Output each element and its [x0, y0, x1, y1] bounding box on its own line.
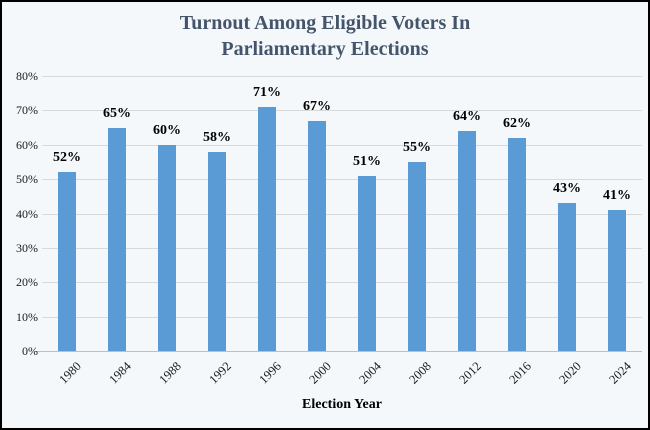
x-tick-label: 2000: [306, 359, 334, 387]
bar-2008: [408, 161, 426, 351]
bar-2012: [458, 131, 476, 351]
x-tick-label: 1996: [256, 359, 284, 387]
bar-1988: [158, 144, 176, 351]
gridline: [42, 110, 642, 112]
data-label: 64%: [453, 109, 481, 124]
y-tick-label: 40%: [16, 206, 38, 221]
data-label: 67%: [303, 98, 331, 114]
x-tick-label: 2016: [506, 359, 534, 387]
x-axis-title: Election Year: [302, 397, 382, 412]
x-tick-label: 1992: [206, 359, 234, 387]
data-label: 60%: [153, 122, 181, 138]
y-tick-label: 50%: [16, 172, 38, 187]
data-label: 71%: [253, 84, 281, 100]
bar-2016: [508, 137, 526, 351]
x-tick-label: 2004: [356, 359, 384, 387]
data-label: 43%: [553, 181, 581, 197]
x-tick-label: 1984: [106, 359, 134, 387]
bar-2000: [308, 120, 326, 351]
x-tick-label: 2020: [556, 359, 584, 387]
gridline: [42, 213, 642, 215]
data-label: 65%: [103, 105, 131, 121]
x-axis-line: [36, 351, 642, 352]
bar-1980: [58, 172, 76, 351]
gridline: [42, 282, 642, 284]
y-tick-label: 60%: [16, 137, 38, 152]
gridline: [42, 144, 642, 146]
x-tick-label: 1980: [56, 359, 84, 387]
bar-2024: [608, 210, 626, 351]
bar-2020: [558, 203, 576, 351]
y-tick-label: 20%: [16, 275, 38, 290]
y-tick-label: 80%: [16, 69, 38, 83]
data-label: 52%: [53, 150, 81, 166]
bar-2004: [358, 175, 376, 351]
y-tick-label: 70%: [16, 103, 38, 118]
chart-title-line-1: Turnout Among Eligible Voters In: [179, 12, 471, 34]
x-tick-label: 2008: [406, 359, 434, 387]
data-label: 55%: [403, 139, 431, 155]
y-tick-label: 0%: [22, 344, 38, 358]
bar-1984: [108, 127, 126, 351]
gridline: [42, 76, 642, 77]
bar-1996: [258, 106, 276, 351]
chart-title-line-2: Parliamentary Elections: [221, 38, 429, 60]
x-tick-label: 2012: [456, 359, 484, 387]
gridline: [42, 247, 642, 249]
gridline: [42, 316, 642, 318]
chart-title: Turnout Among Eligible Voters In Parliam…: [2, 10, 648, 62]
gridline: [42, 179, 642, 181]
data-label: 58%: [203, 129, 231, 145]
bar-1992: [208, 151, 226, 351]
y-tick-label: 30%: [16, 240, 38, 255]
y-tick-label: 10%: [16, 309, 38, 324]
data-label: 62%: [503, 115, 531, 131]
x-tick-label: 1988: [156, 359, 184, 387]
data-label: 51%: [353, 153, 381, 169]
x-tick-label: 2024: [606, 359, 634, 387]
data-label: 41%: [603, 188, 631, 204]
